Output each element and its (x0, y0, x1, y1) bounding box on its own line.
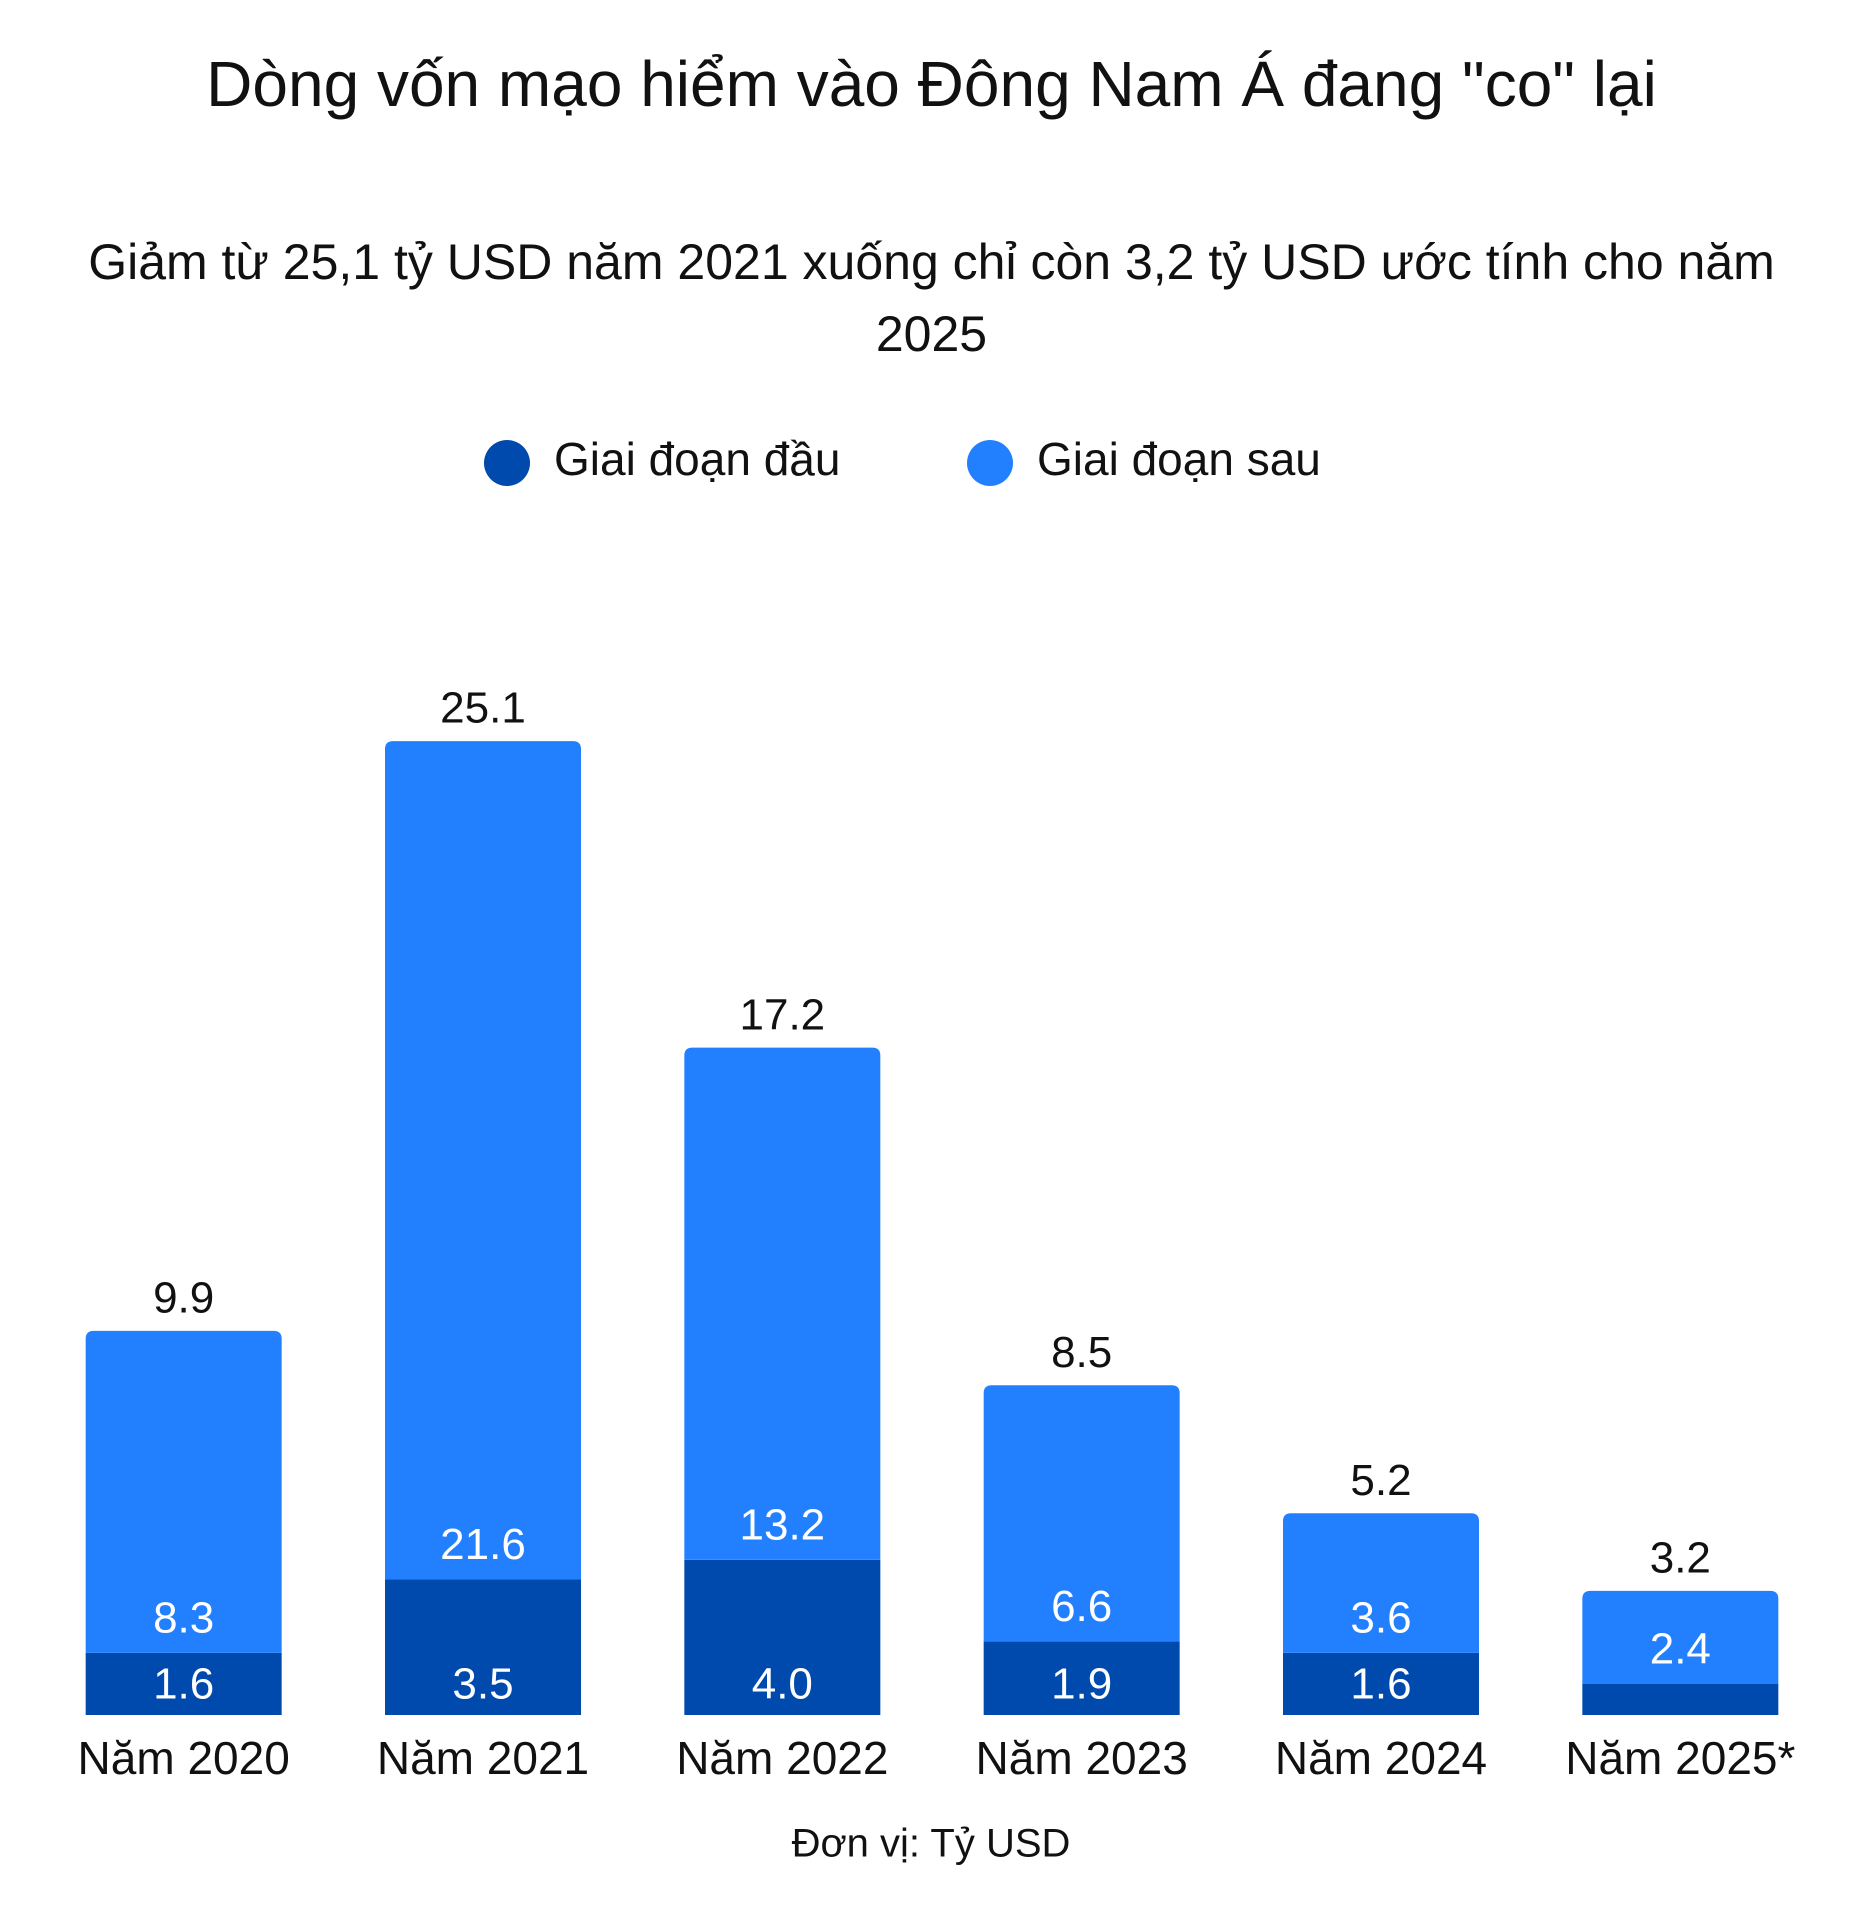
x-tick-label: Năm 2020 (78, 1732, 290, 1784)
legend-swatch (967, 440, 1013, 486)
x-tick-label: Năm 2025* (1565, 1732, 1795, 1784)
value-label: 13.2 (740, 1500, 826, 1549)
bar-segment (1582, 1590, 1779, 1684)
value-label: 8.3 (153, 1594, 214, 1643)
bar-segment (1582, 1683, 1779, 1715)
legend-label: Giai đoạn sau (1037, 433, 1321, 485)
value-label: 21.6 (440, 1520, 526, 1569)
x-tick-label: Năm 2023 (976, 1732, 1188, 1784)
value-label: 3.5 (452, 1660, 513, 1709)
x-tick-label: Năm 2022 (676, 1732, 888, 1784)
bar-segment (385, 741, 581, 1580)
value-label: 1.6 (153, 1660, 214, 1709)
bar-segment (684, 1559, 881, 1715)
bar-segment (983, 1385, 1180, 1642)
chart-subtitle: Giảm từ 25,1 tỷ USD năm 2021 xuống chỉ c… (88, 234, 1775, 362)
value-label: 2.4 (1650, 1625, 1711, 1674)
legend-swatch (484, 440, 530, 486)
value-label: 4.0 (752, 1660, 813, 1709)
value-label: 1.9 (1051, 1660, 1112, 1709)
bar-segment (983, 1641, 1180, 1715)
chart-title: Dòng vốn mạo hiểm vào Đông Nam Á đang "c… (206, 48, 1657, 120)
unit-note: Đơn vị: Tỷ USD (792, 1822, 1071, 1866)
bar-segment (1283, 1652, 1479, 1715)
total-label: 3.2 (1650, 1533, 1711, 1582)
bar-segment (684, 1047, 881, 1560)
total-label: 25.1 (440, 684, 526, 733)
x-tick-label: Năm 2024 (1275, 1732, 1487, 1784)
x-tick-label: Năm 2021 (377, 1732, 589, 1784)
bar-segment (85, 1652, 282, 1715)
bar-segment (1283, 1513, 1479, 1653)
bar-segment (385, 1579, 581, 1715)
value-label: 3.6 (1350, 1594, 1411, 1643)
bar-segment (85, 1330, 282, 1653)
value-label: 6.6 (1051, 1582, 1112, 1631)
total-label: 17.2 (740, 990, 826, 1039)
total-label: 5.2 (1350, 1456, 1411, 1505)
total-label: 8.5 (1051, 1328, 1112, 1377)
value-label: 1.6 (1350, 1660, 1411, 1709)
legend-label: Giai đoạn đầu (554, 433, 840, 485)
total-label: 9.9 (153, 1274, 214, 1323)
